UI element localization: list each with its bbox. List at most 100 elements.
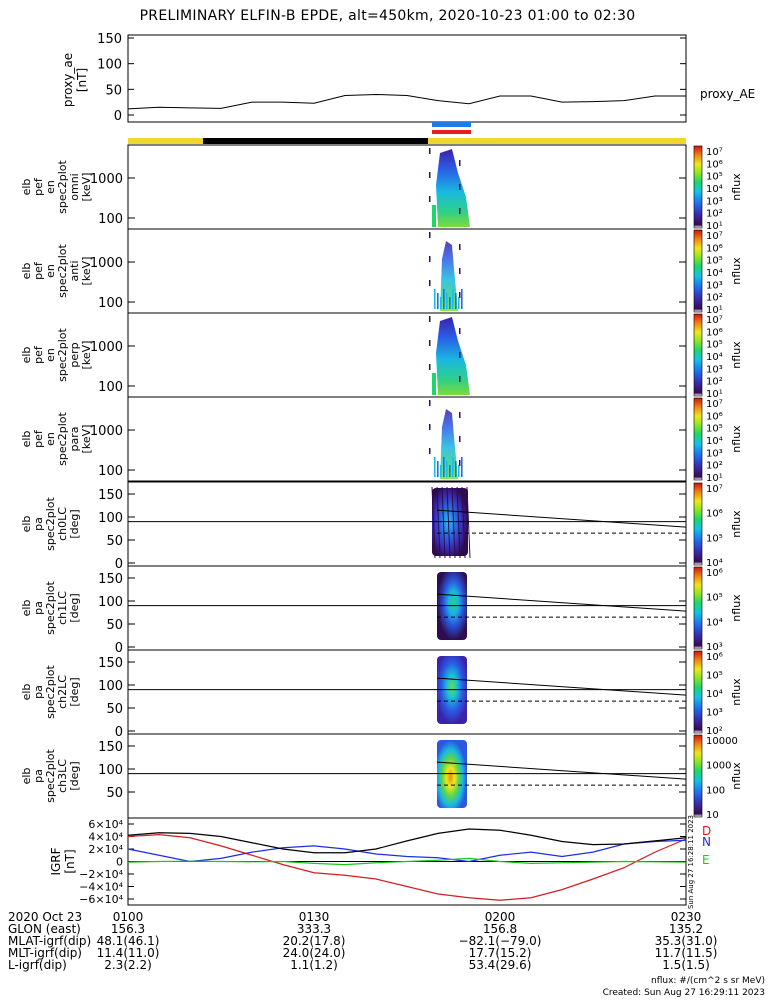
y-axis-label: elb bbox=[20, 263, 33, 280]
ae-series-line bbox=[127, 93, 686, 110]
colorbar-tick-label: 10⁴ bbox=[706, 436, 723, 447]
spectrogram-flux-streak bbox=[449, 465, 451, 477]
colorbar-tick-label: 10⁶ bbox=[706, 568, 723, 579]
footer-row-label: L-igrf(dip) bbox=[8, 958, 67, 972]
colorbar-tick-label: 10² bbox=[706, 377, 723, 388]
igrf-series-D bbox=[127, 834, 687, 901]
ae-ylabel-unit: [nT] bbox=[75, 68, 89, 92]
spectrogram-noise bbox=[459, 376, 461, 382]
spectrogram-noise bbox=[459, 352, 461, 358]
colorbar-tick-label: 10³ bbox=[706, 448, 723, 459]
colorbar-label: nflux bbox=[730, 173, 743, 201]
colorbar bbox=[693, 734, 703, 818]
y-axis-label: en bbox=[44, 432, 57, 446]
y-tick-label: 1000 bbox=[90, 424, 123, 439]
ae-tick-label: 100 bbox=[97, 58, 122, 73]
spectrogram-noise bbox=[459, 292, 461, 298]
ae-panel: 150 100 50 0 proxy_ae [nT] proxy_AE bbox=[61, 32, 755, 124]
y-tick-label: 50 bbox=[106, 786, 123, 801]
footer-row-value: 1.5(1.5) bbox=[662, 958, 710, 972]
pitch-angle-hatch bbox=[451, 486, 456, 559]
y-axis-label: ch0LC bbox=[56, 507, 69, 541]
colorbar bbox=[693, 566, 703, 650]
spectrogram-flux-streak bbox=[458, 297, 460, 309]
spectrogram-flux-streak bbox=[434, 289, 436, 309]
colorbar-tick-label: 10⁴ bbox=[706, 268, 723, 279]
spectrogram-noise bbox=[459, 328, 461, 334]
footer-row-value: 0200 bbox=[484, 910, 516, 924]
colorbar-tick-label: 10⁷ bbox=[706, 399, 723, 410]
footer-row-value: 48.1(46.1) bbox=[96, 934, 160, 948]
colorbar-tick-label: 10⁶ bbox=[706, 159, 723, 170]
y-tick-label: 100 bbox=[98, 212, 123, 227]
panel-frame bbox=[127, 312, 687, 398]
colorbar-tick-label: 10¹ bbox=[706, 389, 723, 400]
colorbar bbox=[693, 482, 703, 566]
y-tick-label: 150 bbox=[98, 656, 123, 671]
colorbar-tick-label: 10000 bbox=[706, 736, 738, 747]
colorbar-tick-label: 10⁷ bbox=[706, 231, 723, 242]
colorbar-label: nflux bbox=[730, 762, 743, 790]
y-axis-label: pa bbox=[32, 517, 45, 531]
ae-frame bbox=[127, 34, 687, 123]
spectrogram-noise bbox=[429, 148, 431, 154]
spectrogram-flux-streak bbox=[443, 457, 445, 477]
colorbar-tick-label: 10⁵ bbox=[706, 593, 723, 604]
y-axis-label: elb bbox=[20, 431, 33, 448]
y-tick-label: 0 bbox=[115, 725, 123, 740]
spectrogram-flux-streak bbox=[458, 465, 460, 477]
spectrogram-flux-streak bbox=[452, 289, 454, 309]
loss-cone-line bbox=[436, 761, 687, 780]
spectrogram-flux-streak bbox=[440, 297, 442, 309]
igrf-side-timestamp: Sun Aug 27 16:28:11 2023 bbox=[687, 815, 695, 909]
loss-cone-line bbox=[436, 677, 687, 696]
colorbar-tick-label: 10⁴ bbox=[706, 184, 723, 195]
spectrogram-noise bbox=[459, 460, 461, 466]
y-tick-label: 1000 bbox=[90, 256, 123, 271]
y-axis-label: en bbox=[44, 180, 57, 194]
spectrogram-flux-streak bbox=[446, 461, 448, 477]
colorbar-label: nflux bbox=[730, 678, 743, 706]
y-axis-label: spec2plot bbox=[44, 665, 57, 719]
y-axis-label: [deg] bbox=[68, 509, 81, 538]
igrf-tick-label: 0 bbox=[116, 856, 123, 869]
footer-row-value: 17.7(15.2) bbox=[468, 946, 532, 960]
creation-date: Created: Sun Aug 27 16:29:11 2023 bbox=[602, 988, 765, 998]
y-tick-label: 1000 bbox=[90, 172, 123, 187]
footer-row-value: 11.4(11.0) bbox=[96, 946, 160, 960]
colorbar bbox=[693, 145, 703, 229]
y-axis-label: elb bbox=[20, 768, 33, 785]
colorbar-tick-label: 10³ bbox=[706, 280, 723, 291]
colorbar-tick-label: 10⁵ bbox=[706, 172, 723, 183]
y-axis-label: pef bbox=[32, 429, 45, 448]
y-axis-label: spec2plot bbox=[56, 160, 69, 214]
colorbar-tick-label: 100 bbox=[706, 785, 725, 796]
colorbar-tick-label: 10³ bbox=[706, 642, 723, 653]
y-tick-label: 50 bbox=[106, 534, 123, 549]
pitch-angle-hatch bbox=[441, 486, 446, 559]
colorbar-tick-label: 10⁶ bbox=[706, 243, 723, 254]
y-axis-label: elb bbox=[20, 600, 33, 617]
y-axis-label: en bbox=[44, 264, 57, 278]
igrf-tick-label: −6×10⁴ bbox=[79, 893, 123, 906]
spectrogram-noise bbox=[459, 184, 461, 190]
spectrogram-flux-region bbox=[436, 149, 470, 227]
y-axis-label: spec2plot bbox=[56, 412, 69, 466]
footer-row-value: 11.7(11.5) bbox=[654, 946, 718, 960]
y-tick-label: 100 bbox=[98, 679, 123, 694]
y-axis-label: pef bbox=[32, 177, 45, 196]
colorbar-tick-label: 10⁶ bbox=[706, 652, 723, 663]
colorbar bbox=[693, 313, 703, 397]
igrf-series-N bbox=[127, 839, 687, 863]
panel-frame bbox=[127, 228, 687, 314]
footer-row-value: 20.2(17.8) bbox=[282, 934, 346, 948]
igrf-tick-label: 2×10⁴ bbox=[88, 843, 123, 856]
y-axis-label: pef bbox=[32, 261, 45, 280]
y-tick-label: 100 bbox=[98, 595, 123, 610]
colorbar-tick-label: 10¹ bbox=[706, 473, 723, 484]
y-tick-label: 50 bbox=[106, 618, 123, 633]
footer-row-value: 53.4(29.6) bbox=[468, 958, 532, 972]
igrf-legend-N: N bbox=[702, 835, 711, 849]
orbit-bar-yellow-right bbox=[428, 138, 686, 144]
